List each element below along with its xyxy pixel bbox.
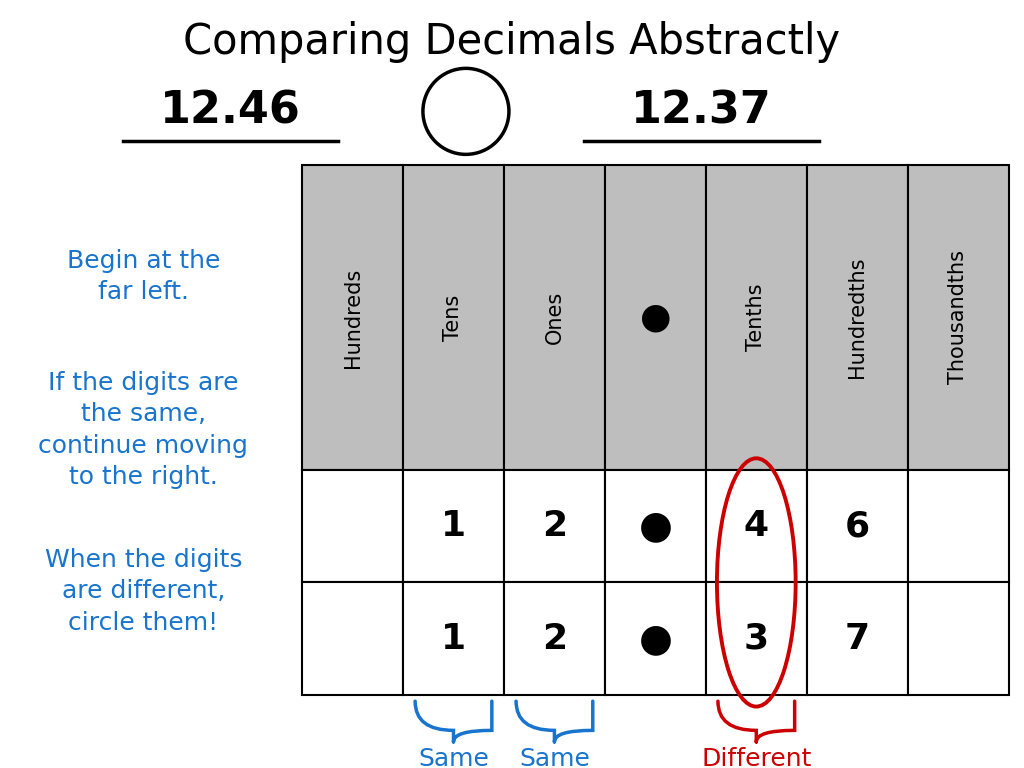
Text: 2: 2 <box>542 509 567 543</box>
Bar <box>807 470 907 582</box>
Bar <box>504 165 605 470</box>
Text: Different: Different <box>701 746 811 768</box>
Bar <box>403 582 504 695</box>
Text: ●: ● <box>640 300 671 335</box>
Bar <box>706 582 807 695</box>
Bar <box>605 582 706 695</box>
Bar <box>807 165 907 470</box>
Text: 12.46: 12.46 <box>160 90 301 133</box>
Bar <box>403 165 504 470</box>
Text: Comparing Decimals Abstractly: Comparing Decimals Abstractly <box>183 22 841 63</box>
Text: Same: Same <box>519 746 590 768</box>
Text: ●: ● <box>638 620 673 657</box>
Text: Tenths: Tenths <box>746 283 766 351</box>
Text: Hundreds: Hundreds <box>343 267 362 368</box>
Bar <box>807 582 907 695</box>
Text: 7: 7 <box>845 622 869 656</box>
Text: Thousandths: Thousandths <box>948 250 968 385</box>
Text: Same: Same <box>418 746 488 768</box>
Bar <box>907 165 1009 470</box>
Text: ●: ● <box>638 507 673 545</box>
Bar <box>605 165 706 470</box>
Bar <box>302 470 403 582</box>
Bar <box>302 165 403 470</box>
Text: Hundredths: Hundredths <box>847 257 867 378</box>
Text: 1: 1 <box>441 509 466 543</box>
Bar <box>302 582 403 695</box>
Bar <box>706 165 807 470</box>
Bar <box>403 470 504 582</box>
Text: If the digits are
the same,
continue moving
to the right.: If the digits are the same, continue mov… <box>39 371 248 489</box>
Text: 4: 4 <box>743 509 769 543</box>
Text: Ones: Ones <box>545 291 564 344</box>
Text: Begin at the
far left.: Begin at the far left. <box>67 249 220 304</box>
Text: 1: 1 <box>441 622 466 656</box>
Text: 2: 2 <box>542 622 567 656</box>
Bar <box>605 470 706 582</box>
Text: 6: 6 <box>845 509 869 543</box>
Text: 3: 3 <box>743 622 769 656</box>
Text: Tens: Tens <box>443 294 464 340</box>
Bar <box>907 470 1009 582</box>
Text: 12.37: 12.37 <box>631 90 772 133</box>
Bar <box>504 470 605 582</box>
Bar <box>504 582 605 695</box>
Bar <box>907 582 1009 695</box>
Text: When the digits
are different,
circle them!: When the digits are different, circle th… <box>45 548 242 635</box>
Bar <box>706 470 807 582</box>
